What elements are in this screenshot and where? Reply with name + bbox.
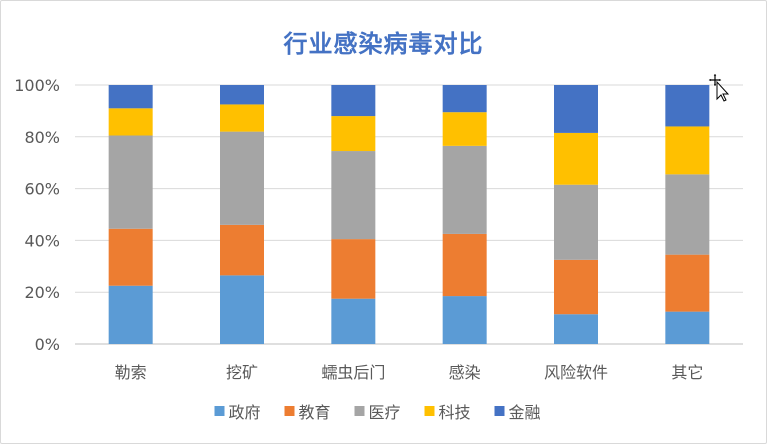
bar-segment (665, 85, 710, 127)
bar-segment (220, 224, 264, 276)
bar-segment (108, 108, 153, 136)
bar-segment (442, 112, 487, 146)
bar-segment (331, 151, 376, 240)
bar-segment (220, 275, 264, 344)
legend-label: 金融 (509, 403, 541, 422)
bar-segment (108, 85, 153, 109)
gridlines (75, 84, 743, 345)
y-tick-label: 20% (24, 283, 60, 302)
legend-label: 医疗 (369, 403, 401, 422)
legend-label: 科技 (439, 403, 471, 422)
bar-segment (665, 174, 710, 255)
legend-label: 政府 (229, 403, 261, 422)
bar-segment (665, 254, 710, 312)
bar-segment (331, 85, 376, 117)
move-cursor-icon (708, 72, 730, 102)
bar-segment (108, 285, 153, 344)
bar-segment (442, 296, 487, 344)
legend-swatch (214, 406, 225, 416)
x-category-label: 风险软件 (544, 363, 608, 382)
bar-segment (442, 145, 487, 234)
bar-segment (554, 314, 598, 344)
legend: 政府 教育 医疗 科技 金融 (214, 403, 541, 422)
legend-swatch (494, 406, 505, 416)
bar-segment (665, 126, 710, 175)
bar-segment (220, 104, 264, 132)
y-tick-label: 60% (24, 180, 60, 199)
bar-segment (108, 228, 153, 286)
y-tick-label: 80% (24, 128, 60, 147)
y-tick-label: 0% (35, 335, 60, 354)
x-category-label: 蠕虫后门 (321, 363, 385, 382)
bar-segment (331, 239, 376, 299)
y-tick-label: 40% (24, 231, 60, 250)
bar-segment (554, 259, 598, 315)
bar-segment (108, 135, 153, 229)
legend-swatch (284, 406, 295, 416)
bar-segment (442, 85, 487, 113)
bar-segment (442, 233, 487, 297)
bar-segment (331, 298, 376, 344)
bar-segment (554, 85, 598, 133)
bar-segment (665, 311, 710, 344)
x-category-label: 其它 (671, 363, 703, 382)
bar-segment (331, 116, 376, 152)
x-category-label: 挖矿 (226, 363, 258, 382)
bar-segment (220, 85, 264, 105)
bar-segment (220, 131, 264, 225)
bars (108, 85, 710, 344)
bar-segment (554, 132, 598, 185)
chart-title: 行业感染病毒对比 (283, 30, 484, 58)
y-axis-ticks: 0% 20% 40% 60% 80% 100% (14, 76, 60, 354)
x-category-label: 勒索 (115, 363, 147, 382)
y-tick-label: 100% (14, 76, 60, 95)
legend-swatch (354, 406, 365, 416)
bar-segment (554, 184, 598, 260)
legend-label: 教育 (299, 403, 331, 422)
x-category-label: 感染 (449, 363, 481, 382)
legend-swatch (424, 406, 435, 416)
x-axis-labels: 勒索 挖矿 蠕虫后门 感染 风险软件 其它 (115, 363, 704, 382)
